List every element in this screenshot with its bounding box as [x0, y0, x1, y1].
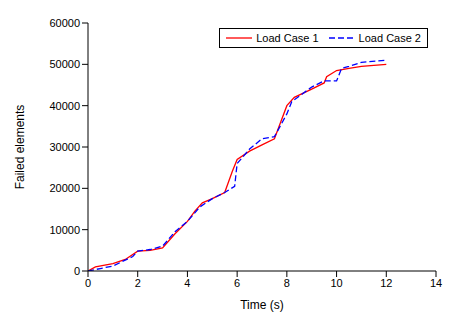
- svg-text:0: 0: [85, 277, 91, 289]
- svg-text:14: 14: [430, 277, 442, 289]
- svg-text:10: 10: [330, 277, 342, 289]
- svg-text:50000: 50000: [49, 58, 80, 70]
- svg-text:4: 4: [184, 277, 190, 289]
- html-text:Load Case 1: Load Case 1: [256, 32, 319, 44]
- html-text:Load Case 2: Load Case 2: [358, 32, 421, 44]
- svg-text:0: 0: [74, 265, 80, 277]
- svg-text:12: 12: [380, 277, 392, 289]
- svg-text:8: 8: [284, 277, 290, 289]
- svg-text:60000: 60000: [49, 17, 80, 29]
- svg-text:30000: 30000: [49, 141, 80, 153]
- svg-text:10000: 10000: [49, 224, 80, 236]
- svg-text:6: 6: [234, 277, 240, 289]
- svg-text:2: 2: [135, 277, 141, 289]
- svg-text:Time (s): Time (s): [240, 298, 284, 312]
- svg-text:20000: 20000: [49, 182, 80, 194]
- svg-text:40000: 40000: [49, 100, 80, 112]
- svg-text:Failed elements: Failed elements: [13, 105, 27, 190]
